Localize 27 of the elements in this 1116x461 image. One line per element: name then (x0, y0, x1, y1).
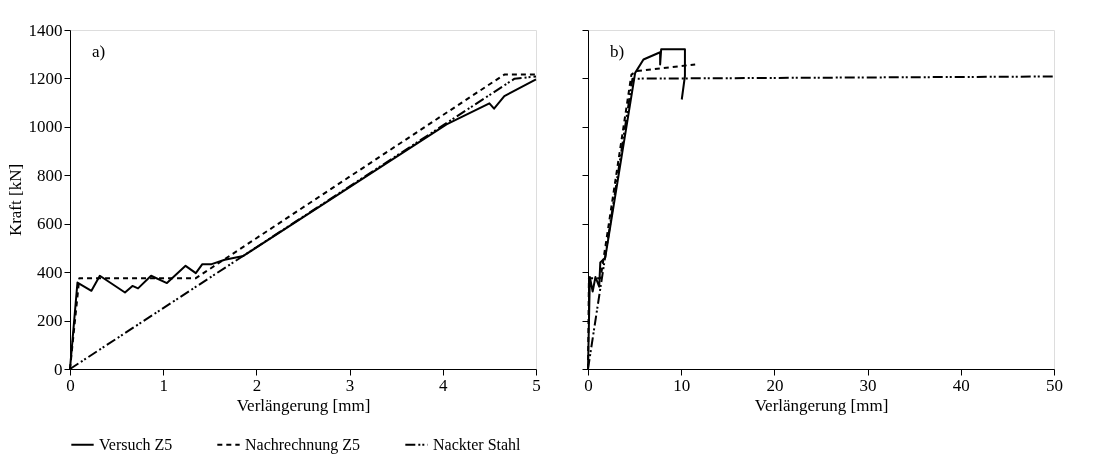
x-tick-label: 3 (345, 375, 355, 395)
x-tick-label: 30 (859, 375, 877, 395)
x-axis-title: Verlängerung [mm] (236, 395, 371, 415)
x-tick-label: 4 (439, 375, 449, 395)
y-tick-label: 1200 (28, 68, 63, 88)
legend-label: Versuch Z5 (99, 435, 173, 453)
annotation: b) (610, 42, 625, 61)
y-tick-label: 200 (37, 311, 63, 331)
x-tick-label: 50 (1046, 375, 1063, 395)
legend-label: Nachrechnung Z5 (245, 435, 361, 454)
x-axis-title: Verlängerung [mm] (754, 395, 889, 415)
y-tick-label: 800 (37, 165, 63, 185)
x-tick-label: 40 (952, 375, 970, 395)
y-tick-label: 400 (37, 262, 63, 282)
x-tick-label: 5 (532, 375, 541, 395)
legend-label: Nackter Stahl (433, 435, 522, 453)
x-tick-label: 2 (252, 375, 262, 395)
x-tick-label: 0 (584, 375, 593, 395)
x-tick-label: 1 (159, 375, 168, 395)
y-axis-title: Kraft [kN] (5, 163, 25, 237)
x-tick-label: 10 (673, 375, 691, 395)
annotation: a) (92, 42, 106, 61)
y-tick-label: 600 (37, 214, 63, 234)
y-tick-label: 1000 (28, 117, 63, 137)
y-tick-label: 1400 (28, 20, 63, 40)
y-tick-label: 0 (54, 359, 63, 379)
x-tick-label: 20 (766, 375, 784, 395)
